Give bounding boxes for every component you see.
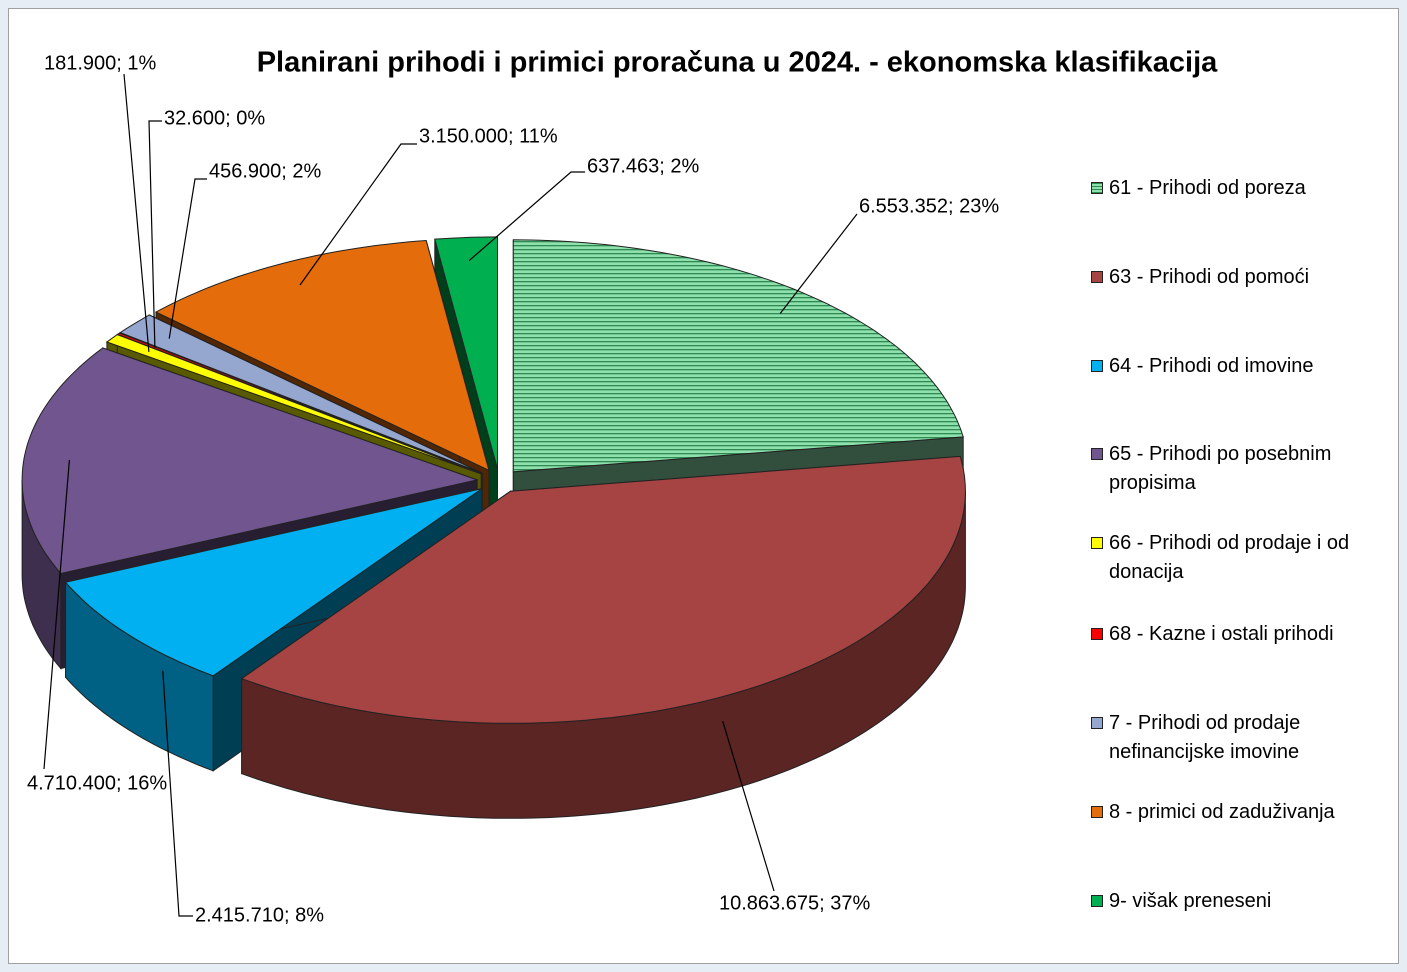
legend-swatch <box>1091 448 1103 460</box>
chart: Planirani prihodi i primici proračuna u … <box>21 47 1218 926</box>
data-label: 181.900; 1% <box>44 52 157 74</box>
pie <box>21 236 966 819</box>
legend-swatch <box>1091 628 1103 640</box>
legend-label: 8 - primici od zaduživanja <box>1109 801 1335 823</box>
legend-swatch <box>1091 717 1103 729</box>
legend-item: 68 - Kazne i ostali prihodi <box>1087 620 1387 649</box>
legend-label: 66 - Prihodi od prodaje i od donacija <box>1109 532 1350 583</box>
slice <box>512 239 964 473</box>
legend-label: 7 - Prihodi od prodaje nefinancijske imo… <box>1109 712 1301 763</box>
data-label: 10.863.675; 37% <box>719 892 870 914</box>
leader-line <box>299 143 417 286</box>
data-label: 637.463; 2% <box>587 155 700 177</box>
legend-label: 63 - Prihodi od pomoći <box>1109 266 1310 288</box>
legend-swatch <box>1091 271 1103 283</box>
legend-item: 7 - Prihodi od prodaje nefinancijske imo… <box>1087 709 1387 767</box>
slice <box>240 455 966 724</box>
leader-line <box>162 670 193 917</box>
legend-swatch <box>1091 360 1103 372</box>
slice <box>119 314 483 474</box>
data-label: 4.710.400; 16% <box>27 772 167 794</box>
legend-item: 8 - primici od zaduživanja <box>1087 798 1387 827</box>
legend-label: 61 - Prihodi od poreza <box>1109 177 1306 199</box>
legend-swatch <box>1091 806 1103 818</box>
leader-line <box>722 721 775 892</box>
slice <box>434 236 498 470</box>
leader-line <box>468 171 585 262</box>
legend-item: 65 - Prihodi po posebnim propisima <box>1087 440 1387 498</box>
leader-line <box>43 460 70 770</box>
slice <box>154 239 490 472</box>
legend-item: 63 - Prihodi od pomoći <box>1087 263 1387 292</box>
legend-label: 65 - Prihodi po posebnim propisima <box>1109 443 1332 494</box>
data-label: 3.150.000; 11% <box>419 125 558 147</box>
legend-item: 64 - Prihodi od imovine <box>1087 352 1387 381</box>
data-label: 2.415.710; 8% <box>195 904 324 926</box>
chart-title: Planirani prihodi i primici proračuna u … <box>257 47 1218 79</box>
data-label: 456.900; 2% <box>209 160 322 182</box>
chart-frame: Planirani prihodi i primici proračuna u … <box>8 8 1399 964</box>
legend-item: 66 - Prihodi od prodaje i od donacija <box>1087 529 1387 587</box>
slice <box>105 334 482 475</box>
legend-swatch <box>1091 895 1103 907</box>
leader-line <box>148 120 162 348</box>
legend-label: 64 - Prihodi od imovine <box>1109 355 1314 377</box>
legend-item: 9- višak preneseni <box>1087 887 1387 916</box>
legend-swatch <box>1091 182 1103 194</box>
slice <box>21 347 479 575</box>
data-label: 32.600; 0% <box>164 107 265 129</box>
leader-line <box>123 73 150 352</box>
legend-item: 61 - Prihodi od poreza <box>1087 174 1387 203</box>
leader-line <box>779 213 858 314</box>
legend-label: 9- višak preneseni <box>1109 890 1272 912</box>
legend-label: 68 - Kazne i ostali prihodi <box>1109 623 1334 645</box>
data-label: 6.553.352; 23% <box>859 195 999 217</box>
leader-line <box>168 178 207 339</box>
slice <box>64 488 483 677</box>
legend-swatch <box>1091 537 1103 549</box>
